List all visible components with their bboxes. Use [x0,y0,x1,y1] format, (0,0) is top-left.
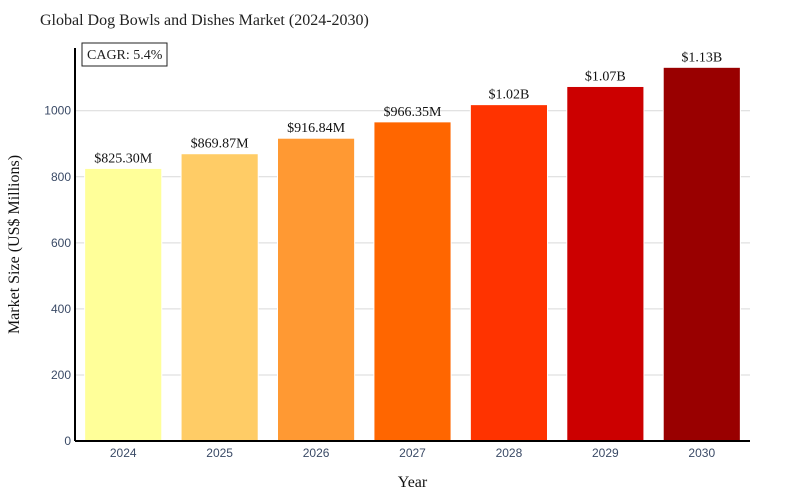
data-label-2028: $1.02B [489,88,530,103]
data-label-2026: $916.84M [287,121,346,136]
cagr-annotation-text: CAGR: 5.4% [87,48,163,63]
bars [84,66,741,442]
x-tick-label: 2024 [110,446,137,460]
x-axis-title: Year [398,474,428,491]
data-labels: $825.30M $869.87M $916.84M $966.35M $1.02B $1… [94,50,722,166]
bar-2028 [469,104,549,442]
data-label-2024: $825.30M [94,151,153,166]
data-label-2027: $966.35M [384,105,443,120]
bar-2029 [566,85,645,442]
x-tick-label: 2030 [688,446,715,460]
data-label-2025: $869.87M [191,137,250,152]
y-axis-title: Market Size (US$ Millions) [6,155,23,334]
bar-2026 [277,137,356,442]
y-tick-label: 600 [51,236,71,250]
data-label-2029: $1.07B [585,69,626,84]
x-tick-label: 2028 [496,446,523,460]
bar-2027 [373,121,452,442]
y-tick-label: 1000 [44,104,71,118]
x-tick-label: 2026 [303,446,330,460]
bar-2030 [662,66,741,442]
y-tick-label: 400 [51,302,71,316]
data-label-2030: $1.13B [681,50,722,65]
x-tick-label: 2027 [399,446,426,460]
y-tick-label: 0 [64,434,71,448]
bar-2025 [180,153,259,442]
chart-title: Global Dog Bowls and Dishes Market (2024… [40,12,369,29]
axes: 0 200 400 600 800 1000 2024 2025 2026 2027 2028 202… [44,48,750,460]
y-tick-label: 200 [51,368,71,382]
y-tick-label: 800 [51,170,71,184]
bar-2024 [84,167,163,442]
cagr-annotation-box [81,42,168,67]
x-tick-label: 2025 [206,446,233,460]
cagr-annotation: CAGR: 5.4% [81,42,168,67]
x-tick-label: 2029 [592,446,619,460]
